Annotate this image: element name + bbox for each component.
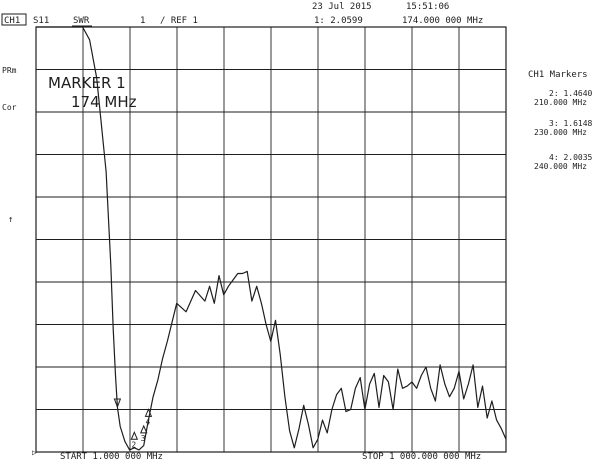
marker-number-label: 2 — [131, 440, 136, 449]
graticule-grid — [36, 27, 506, 452]
marker-box-title: MARKER 1 — [48, 74, 126, 92]
channel-indicator[interactable]: CH1 — [4, 16, 20, 26]
marker-number-label: 4 — [145, 417, 150, 426]
marker-triangle-icon — [130, 431, 139, 440]
trace-layer: ▷ — [32, 26, 507, 457]
marker-panel-freq: 210.000 MHz — [534, 98, 587, 107]
marker-triangle-icon — [113, 398, 122, 409]
left-annotation-cor: Cor — [2, 103, 17, 112]
scale-label[interactable]: 1 — [140, 16, 145, 26]
marker-panel-entry-4[interactable]: 4: 2.0035 240.000 MHz — [534, 153, 593, 171]
marker-panel-value: 2: 1.4640 — [549, 89, 593, 98]
format-label[interactable]: SWR — [73, 16, 90, 26]
left-annotation-prm: PRm — [2, 66, 17, 75]
ref-position-arrow-icon: ↑ — [8, 215, 13, 225]
param-label[interactable]: S11 — [33, 16, 49, 26]
ref-label[interactable]: / REF 1 — [160, 16, 198, 26]
marker-panel-freq: 230.000 MHz — [534, 128, 587, 137]
channel-indicator-box — [1, 13, 27, 26]
marker-panel-value: 4: 2.0035 — [549, 153, 593, 162]
marker-panel-entry-2[interactable]: 2: 1.4640 210.000 MHz — [534, 89, 593, 107]
marker-number-label: 3 — [141, 434, 146, 443]
swr-trace — [36, 26, 507, 451]
trace-marker-2[interactable]: 2 — [130, 431, 139, 449]
marker-box-freq: 174 MHz — [71, 93, 137, 111]
stop-frequency-label[interactable]: STOP 1 000.000 000 MHz — [362, 452, 481, 462]
reference-level-pointer-icon: ▷ — [32, 448, 37, 457]
marker-panel-value: 3: 1.6148 — [549, 119, 593, 128]
trace-marker-4[interactable]: 4 — [144, 408, 153, 426]
date-label: 23 Jul 2015 — [312, 2, 372, 12]
marker-panel-entry-3[interactable]: 3: 1.6148 230.000 MHz — [534, 119, 593, 137]
trace-marker-3[interactable]: 3 — [139, 424, 148, 443]
marker-panel-title: CH1 Markers — [528, 70, 588, 80]
start-frequency-label[interactable]: START 1.000 000 MHz — [60, 452, 163, 462]
marker-panel-freq: 240.000 MHz — [534, 162, 587, 171]
active-marker-freq: 174.000 000 MHz — [402, 16, 483, 26]
marker-triangle-icon — [144, 408, 153, 417]
active-marker-readout: 1: 2.0599 — [314, 16, 363, 26]
time-label: 15:51:06 — [406, 2, 449, 12]
marker-triangle-icon — [139, 424, 148, 434]
trace-marker-1[interactable] — [113, 398, 122, 409]
marker-layer: 23 4 — [113, 398, 153, 449]
